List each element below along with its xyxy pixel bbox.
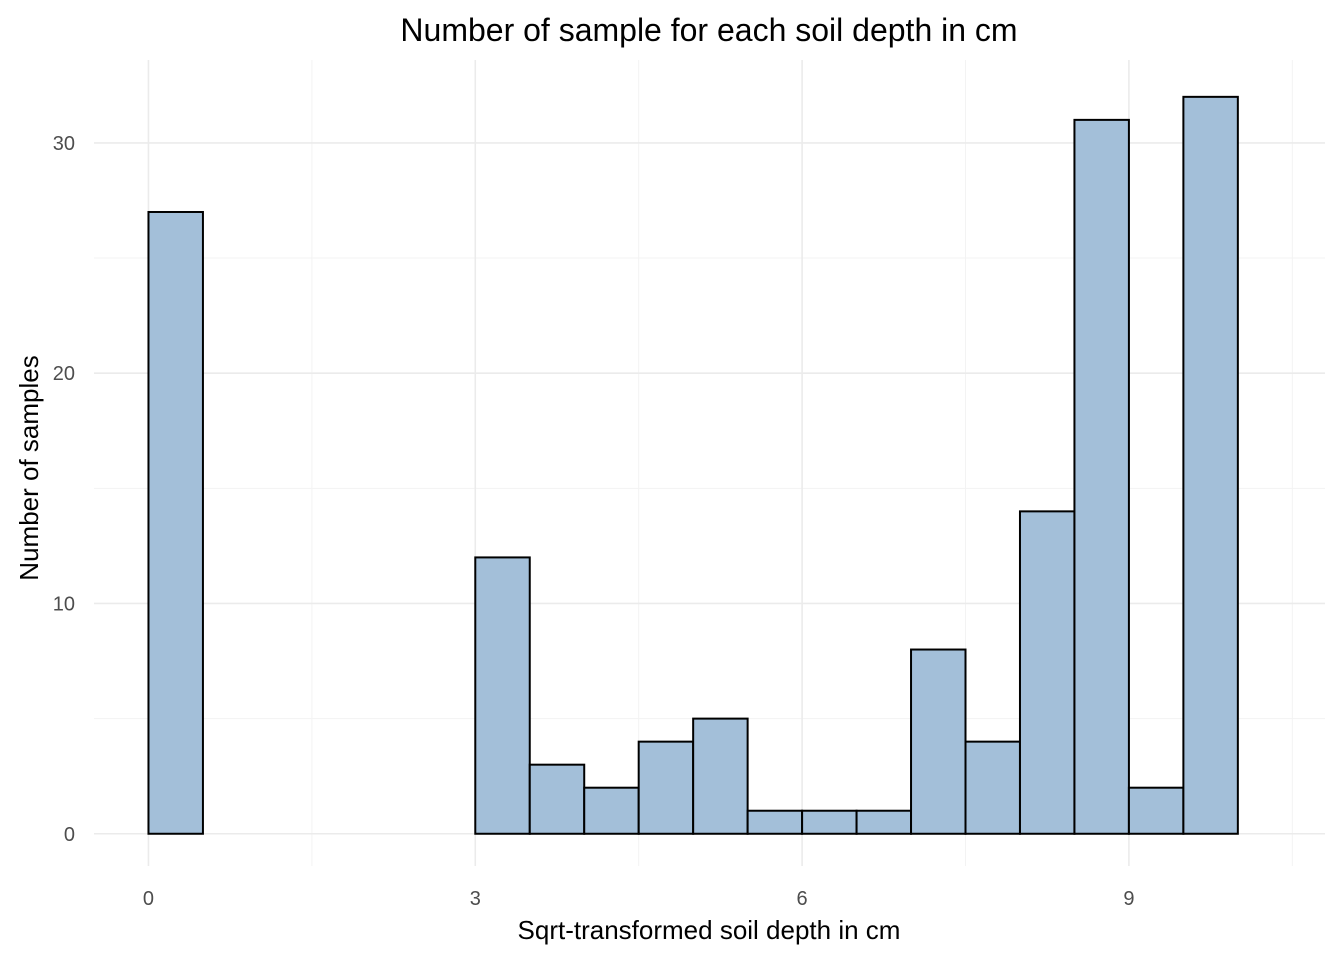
x-tick-label: 0 bbox=[143, 888, 154, 910]
histogram-bar bbox=[1182, 95, 1239, 835]
histogram-bars bbox=[147, 95, 1239, 835]
histogram-bar bbox=[583, 786, 640, 835]
histogram-bar bbox=[964, 740, 1021, 835]
histogram-bar bbox=[1127, 786, 1185, 835]
histogram-bar bbox=[692, 717, 749, 835]
histogram-bar bbox=[637, 740, 695, 835]
histogram-bar bbox=[1018, 510, 1076, 835]
y-tick-label: 0 bbox=[64, 824, 75, 846]
x-axis-label: Sqrt-transformed soil depth in cm bbox=[518, 915, 901, 945]
histogram-bar bbox=[147, 210, 204, 835]
chart-title: Number of sample for each soil depth in … bbox=[400, 12, 1017, 48]
x-tick-label: 6 bbox=[797, 888, 808, 910]
histogram-bar bbox=[474, 556, 531, 835]
histogram-bar bbox=[910, 648, 967, 835]
histogram-bar bbox=[855, 809, 913, 835]
x-tick-label: 9 bbox=[1123, 888, 1134, 910]
histogram-bar bbox=[528, 763, 586, 835]
x-tick-label: 3 bbox=[470, 888, 481, 910]
histogram-bar bbox=[1073, 118, 1130, 835]
y-tick-label: 20 bbox=[53, 363, 75, 385]
histogram-bar bbox=[746, 809, 804, 835]
histogram-bar bbox=[801, 809, 858, 835]
y-axis-label: Number of samples bbox=[14, 355, 44, 580]
y-tick-label: 30 bbox=[53, 133, 75, 155]
y-tick-label: 10 bbox=[53, 593, 75, 615]
axis-tick-labels: 0 10 20 30 0 3 6 9 bbox=[53, 133, 1135, 910]
